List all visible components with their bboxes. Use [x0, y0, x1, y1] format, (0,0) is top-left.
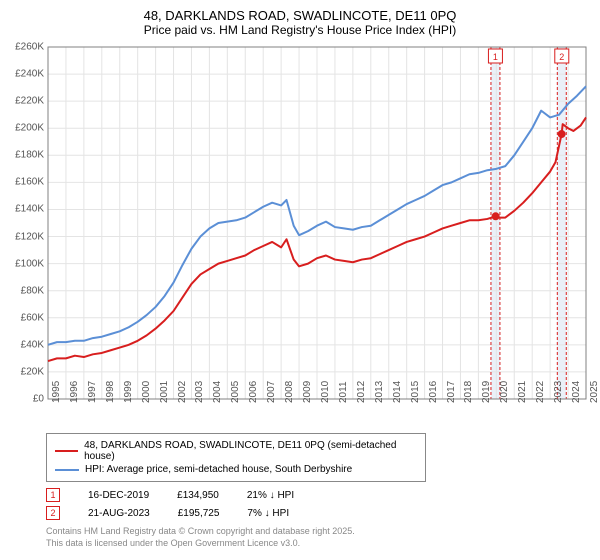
footer-credits: Contains HM Land Registry data © Crown c… [46, 526, 592, 549]
annotation-price: £134,950 [177, 490, 219, 501]
x-axis-label: 2013 [374, 381, 385, 403]
annotation-delta: 7% ↓ HPI [247, 508, 289, 519]
x-axis-label: 2018 [463, 381, 474, 403]
annotation-delta: 21% ↓ HPI [247, 490, 294, 501]
x-axis-label: 1997 [87, 381, 98, 403]
legend-label: 48, DARKLANDS ROAD, SWADLINCOTE, DE11 0P… [84, 440, 417, 462]
footer-line-2: This data is licensed under the Open Gov… [46, 538, 592, 550]
x-axis-label: 2020 [499, 381, 510, 403]
y-axis-label: £160K [15, 177, 44, 188]
y-axis-label: £80K [21, 285, 44, 296]
x-axis-label: 1996 [69, 381, 80, 403]
svg-text:1: 1 [493, 52, 498, 62]
x-axis-label: 2008 [284, 381, 295, 403]
y-axis-label: £180K [15, 150, 44, 161]
x-axis-label: 2014 [392, 381, 403, 403]
annotation-marker: 2 [46, 506, 60, 520]
line-chart-svg: 12 [8, 41, 592, 427]
x-axis-label: 2003 [194, 381, 205, 403]
legend-row: 48, DARKLANDS ROAD, SWADLINCOTE, DE11 0P… [55, 440, 417, 462]
x-axis-label: 2001 [159, 381, 170, 403]
x-axis-label: 2012 [356, 381, 367, 403]
x-axis-label: 1999 [123, 381, 134, 403]
annotation-date: 16-DEC-2019 [88, 490, 149, 501]
title-line-1: 48, DARKLANDS ROAD, SWADLINCOTE, DE11 0P… [8, 8, 592, 23]
x-axis-label: 2010 [320, 381, 331, 403]
x-axis-label: 2000 [141, 381, 152, 403]
y-axis-label: £20K [21, 366, 44, 377]
legend-swatch [55, 469, 79, 471]
annotation-marker: 1 [46, 488, 60, 502]
y-axis-label: £260K [15, 42, 44, 53]
x-axis-label: 2021 [517, 381, 528, 403]
legend-row: HPI: Average price, semi-detached house,… [55, 464, 417, 475]
x-axis-label: 2009 [302, 381, 313, 403]
x-axis-label: 2005 [230, 381, 241, 403]
annotation-date: 21-AUG-2023 [88, 508, 150, 519]
svg-text:2: 2 [559, 52, 564, 62]
footer-line-1: Contains HM Land Registry data © Crown c… [46, 526, 592, 538]
x-axis-label: 2007 [266, 381, 277, 403]
annotation-price: £195,725 [178, 508, 220, 519]
legend-swatch [55, 450, 78, 452]
x-axis-label: 2022 [535, 381, 546, 403]
x-axis-label: 2006 [248, 381, 259, 403]
x-axis-label: 2024 [571, 381, 582, 403]
annotation-row: 1 16-DEC-2019 £134,950 21% ↓ HPI [46, 488, 592, 502]
y-axis-label: £200K [15, 123, 44, 134]
y-axis-label: £120K [15, 231, 44, 242]
chart-title-block: 48, DARKLANDS ROAD, SWADLINCOTE, DE11 0P… [8, 8, 592, 37]
y-axis-label: £60K [21, 312, 44, 323]
y-axis-label: £0 [33, 394, 44, 405]
x-axis-label: 1995 [51, 381, 62, 403]
y-axis-label: £220K [15, 96, 44, 107]
y-axis-label: £100K [15, 258, 44, 269]
x-axis-label: 1998 [105, 381, 116, 403]
legend-box: 48, DARKLANDS ROAD, SWADLINCOTE, DE11 0P… [46, 433, 426, 482]
x-axis-label: 2025 [589, 381, 600, 403]
annotation-table: 1 16-DEC-2019 £134,950 21% ↓ HPI 2 21-AUG-202… [46, 488, 592, 520]
y-axis-label: £140K [15, 204, 44, 215]
title-line-2: Price paid vs. HM Land Registry's House … [8, 23, 592, 37]
x-axis-label: 2023 [553, 381, 564, 403]
y-axis-label: £40K [21, 339, 44, 350]
x-axis-label: 2016 [428, 381, 439, 403]
x-axis-label: 2002 [177, 381, 188, 403]
x-axis-label: 2011 [338, 381, 349, 403]
x-axis-label: 2015 [410, 381, 421, 403]
chart-container: 12 £0£20K£40K£60K£80K£100K£120K£140K£160… [8, 41, 592, 427]
y-axis-label: £240K [15, 69, 44, 80]
annotation-row: 2 21-AUG-2023 £195,725 7% ↓ HPI [46, 506, 592, 520]
x-axis-label: 2004 [212, 381, 223, 403]
x-axis-label: 2017 [446, 381, 457, 403]
legend-label: HPI: Average price, semi-detached house,… [85, 464, 352, 475]
x-axis-label: 2019 [481, 381, 492, 403]
